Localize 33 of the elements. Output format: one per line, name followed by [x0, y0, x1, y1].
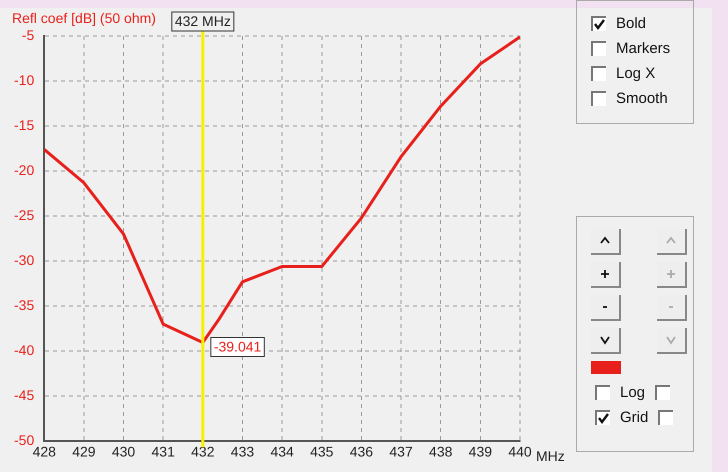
- y-tick-label: -40: [14, 342, 34, 358]
- text: Grid: [620, 409, 648, 426]
- text: Smooth: [616, 90, 668, 107]
- x-tick-label: 438: [429, 443, 453, 460]
- annotation: -39.041: [214, 338, 262, 354]
- y-tick-label: -10: [14, 72, 34, 88]
- x-tick-label: 428: [32, 443, 56, 460]
- x-tick-label: 431: [151, 443, 176, 460]
- y-tick-label: -45: [14, 387, 34, 404]
- text: Bold: [616, 15, 646, 32]
- x-tick-label: 433: [230, 443, 254, 460]
- text: Log X: [616, 65, 656, 82]
- x-tick-label: 434: [270, 443, 294, 460]
- y-tick-label: -50: [14, 432, 34, 448]
- x-tick-label: 430: [112, 443, 136, 460]
- y-tick-label: -15: [14, 116, 34, 133]
- x-tick-label: 429: [72, 443, 96, 460]
- y-tick-label: -5: [22, 26, 34, 43]
- text: Log: [620, 384, 646, 401]
- x-tick-label: 435: [310, 443, 334, 460]
- ref-line-label: 432 MHz: [174, 12, 231, 29]
- text: Markers: [616, 40, 670, 57]
- x-tick-label: 440: [508, 443, 532, 460]
- x-tick-label: 436: [350, 443, 374, 460]
- x-tick-label: 432: [191, 443, 215, 460]
- y-tick-label: -35: [14, 296, 34, 313]
- x-tick-label: 437: [389, 443, 413, 460]
- y-axis-title: Refl coef [dB] (50 ohm): [12, 10, 156, 26]
- x-tick-label: 439: [468, 443, 492, 460]
- y-tick-label: -20: [14, 162, 34, 178]
- y-tick-label: -30: [14, 252, 34, 268]
- x-axis-title: MHz: [536, 448, 565, 464]
- y-tick-label: -25: [14, 206, 34, 223]
